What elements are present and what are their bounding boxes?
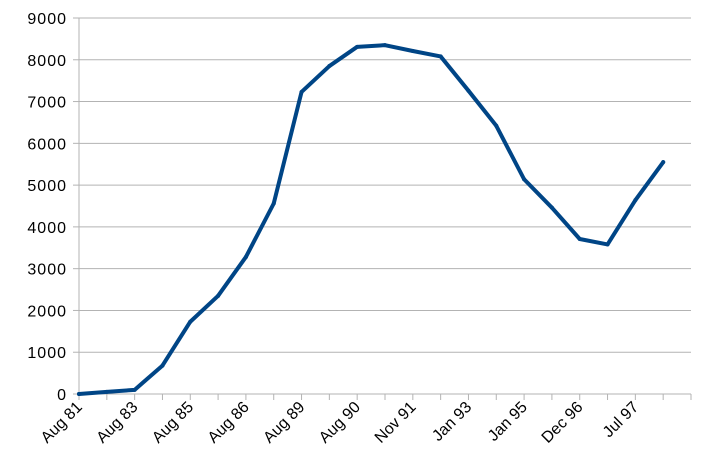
data-point bbox=[661, 160, 666, 165]
data-point bbox=[438, 54, 443, 59]
data-point bbox=[160, 363, 165, 368]
x-tick-label: Jul 97 bbox=[600, 399, 642, 441]
x-tick-label: Aug 85 bbox=[149, 399, 197, 447]
y-tick-label: 5000 bbox=[27, 178, 67, 195]
data-point bbox=[633, 198, 638, 203]
data-point bbox=[188, 319, 193, 324]
y-tick-label: 1000 bbox=[27, 345, 67, 362]
data-point bbox=[104, 389, 109, 394]
x-axis-tick-labels: Aug 81 Aug 83 Aug 85 Aug 86 Aug 89 Aug 90 Nov … bbox=[38, 399, 642, 447]
data-point bbox=[77, 392, 81, 396]
data-point bbox=[355, 44, 360, 49]
y-tick-label: 8000 bbox=[27, 53, 67, 70]
data-point bbox=[522, 177, 527, 182]
x-tick-label: Aug 86 bbox=[205, 399, 253, 447]
data-point bbox=[549, 205, 554, 210]
data-point bbox=[494, 123, 499, 128]
y-tick-label: 2000 bbox=[27, 303, 67, 320]
y-tick-label: 9000 bbox=[27, 11, 67, 28]
series-line bbox=[77, 43, 666, 396]
data-point bbox=[132, 387, 137, 392]
axes bbox=[73, 17, 692, 400]
x-tick-label: Jan 93 bbox=[429, 399, 475, 445]
y-tick-label: 3000 bbox=[27, 262, 67, 279]
y-axis-tick-labels: 0 1000 2000 3000 4000 5000 6000 7000 8000 9000 bbox=[27, 11, 67, 404]
data-point bbox=[299, 89, 304, 94]
y-tick-label: 4000 bbox=[27, 220, 67, 237]
data-point bbox=[410, 49, 415, 54]
x-tick-label: Aug 81 bbox=[38, 399, 86, 447]
series-layer bbox=[77, 43, 666, 396]
data-point bbox=[216, 293, 221, 298]
x-tick-label: Dec 96 bbox=[539, 399, 587, 447]
data-point bbox=[243, 254, 248, 259]
data-point bbox=[271, 201, 276, 206]
data-point bbox=[605, 242, 610, 247]
x-tick-label: Aug 89 bbox=[260, 399, 308, 447]
data-point bbox=[577, 237, 582, 242]
data-point bbox=[327, 64, 332, 69]
data-point bbox=[383, 43, 387, 48]
y-tick-label: 0 bbox=[57, 387, 67, 404]
x-tick-label: Aug 83 bbox=[94, 399, 142, 447]
gridlines bbox=[79, 17, 691, 353]
x-tick-label: Jan 95 bbox=[485, 399, 531, 445]
data-point bbox=[466, 88, 471, 93]
y-tick-label: 6000 bbox=[27, 136, 67, 153]
x-tick-label: Nov 91 bbox=[372, 399, 420, 447]
x-tick-label: Aug 90 bbox=[316, 399, 364, 447]
y-tick-label: 7000 bbox=[27, 95, 67, 112]
